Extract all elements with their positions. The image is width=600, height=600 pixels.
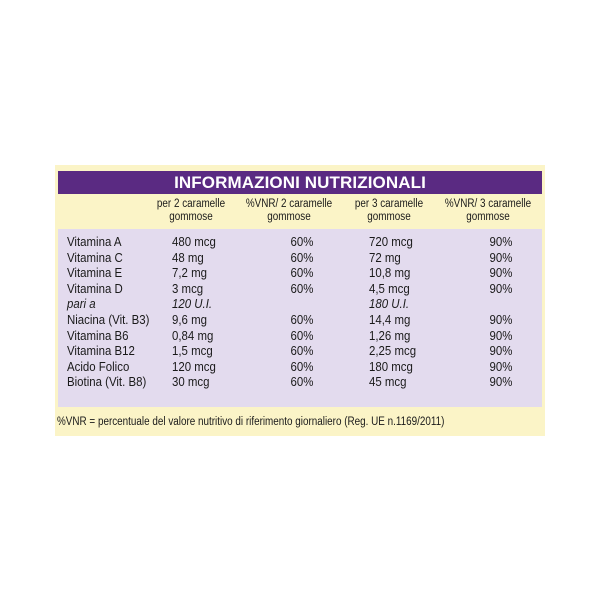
column-header-line: per 2 caramelle — [156, 198, 226, 210]
nutrient-name: Niacina (Vit. B3) — [67, 312, 150, 327]
amount-per-3: 180 U.I. — [369, 296, 410, 312]
table-row: Vitamina B6 0,84 mg 60% 1,26 mg 90% — [58, 328, 548, 343]
amount-per-2: 30 mcg — [172, 374, 210, 390]
vnr-per-2: 60% — [290, 234, 314, 249]
table-row: Vitamina E 7,2 mg 60% 10,8 mg 90% — [58, 265, 548, 280]
vnr-per-3: 90% — [489, 312, 513, 327]
amount-per-2: 9,6 mg — [172, 312, 207, 327]
vnr-per-2: 60% — [290, 374, 314, 390]
nutrient-name: Acido Folico — [67, 358, 130, 374]
nutrition-panel: INFORMAZIONI NUTRIZIONALI per 2 caramell… — [55, 165, 545, 436]
table-row: Vitamina B12 1,5 mcg 60% 2,25 mcg 90% — [58, 343, 548, 358]
amount-per-3: 72 mg — [369, 249, 401, 265]
amount-per-2: 480 mcg — [172, 234, 216, 249]
vnr-per-3: 90% — [489, 249, 513, 265]
column-header-vnr-3: %VNR/ 3 caramelle gommose — [441, 198, 536, 224]
nutrient-name: Vitamina A — [67, 234, 122, 249]
column-header-per-3: per 3 caramelle gommose — [348, 198, 431, 224]
amount-per-2: 120 U.I. — [172, 296, 213, 312]
column-header-line: per 3 caramelle — [354, 198, 424, 210]
amount-per-3: 720 mcg — [369, 234, 413, 249]
vnr-per-3: 90% — [489, 234, 513, 249]
table-row: Acido Folico 120 mcg 60% 180 mcg 90% — [58, 359, 548, 374]
vnr-per-2: 60% — [290, 343, 314, 359]
table-row: Niacina (Vit. B3) 9,6 mg 60% 14,4 mg 90% — [58, 312, 548, 327]
nutrient-name: Vitamina B6 — [67, 327, 129, 343]
column-header-line: gommose — [267, 211, 311, 223]
vnr-per-2: 60% — [290, 312, 314, 327]
vnr-per-2: 60% — [290, 327, 314, 343]
column-header-per-2: per 2 caramelle gommose — [150, 198, 233, 224]
vnr-per-3: 90% — [489, 280, 513, 296]
nutrient-name: pari a — [67, 296, 96, 312]
vnr-per-3: 90% — [489, 327, 513, 343]
vnr-per-3: 90% — [489, 343, 513, 359]
column-header-line: gommose — [367, 211, 411, 223]
panel-title: INFORMAZIONI NUTRIZIONALI — [58, 171, 542, 194]
amount-per-3: 10,8 mg — [369, 265, 411, 281]
column-header-line: gommose — [169, 211, 213, 223]
amount-per-2: 3 mcg — [172, 280, 204, 296]
vnr-per-3: 90% — [489, 374, 513, 390]
column-header-line: %VNR/ 3 caramelle — [444, 198, 532, 210]
column-header-line: gommose — [466, 211, 510, 223]
table-row: Vitamina C 48 mg 60% 72 mg 90% — [58, 250, 548, 265]
vnr-footnote: %VNR = percentuale del valore nutritivo … — [57, 416, 445, 428]
column-header-vnr-2: %VNR/ 2 caramelle gommose — [243, 198, 336, 224]
amount-per-2: 48 mg — [172, 249, 204, 265]
vnr-per-3: 90% — [489, 265, 513, 281]
amount-per-3: 45 mcg — [369, 374, 407, 390]
nutrient-name: Vitamina E — [67, 265, 123, 281]
vnr-per-3: 90% — [489, 358, 513, 374]
nutrient-table: Vitamina A 480 mcg 60% 720 mcg 90% Vitamina C… — [58, 229, 542, 407]
amount-per-2: 7,2 mg — [172, 265, 207, 281]
nutrient-name: Vitamina B12 — [67, 343, 135, 359]
nutrient-name: Vitamina C — [67, 249, 123, 265]
vnr-per-2: 60% — [290, 358, 314, 374]
amount-per-2: 1,5 mcg — [172, 343, 213, 359]
vnr-per-2: 60% — [290, 249, 314, 265]
amount-per-3: 180 mcg — [369, 358, 413, 374]
amount-per-2: 120 mcg — [172, 358, 216, 374]
amount-per-3: 2,25 mcg — [369, 343, 417, 359]
vnr-per-2: 60% — [290, 280, 314, 296]
vnr-per-2: 60% — [290, 265, 314, 281]
table-row: pari a 120 U.I. 180 U.I. — [58, 296, 548, 311]
amount-per-3: 1,26 mg — [369, 327, 411, 343]
amount-per-2: 0,84 mg — [172, 327, 214, 343]
table-row: Biotina (Vit. B8) 30 mcg 60% 45 mcg 90% — [58, 374, 548, 389]
table-row: Vitamina A 480 mcg 60% 720 mcg 90% — [58, 234, 548, 249]
column-header-line: %VNR/ 2 caramelle — [245, 198, 333, 210]
nutrient-name: Vitamina D — [67, 280, 123, 296]
amount-per-3: 14,4 mg — [369, 312, 411, 327]
amount-per-3: 4,5 mcg — [369, 280, 410, 296]
nutrient-name: Biotina (Vit. B8) — [67, 374, 147, 390]
table-row: Vitamina D 3 mcg 60% 4,5 mcg 90% — [58, 281, 548, 296]
